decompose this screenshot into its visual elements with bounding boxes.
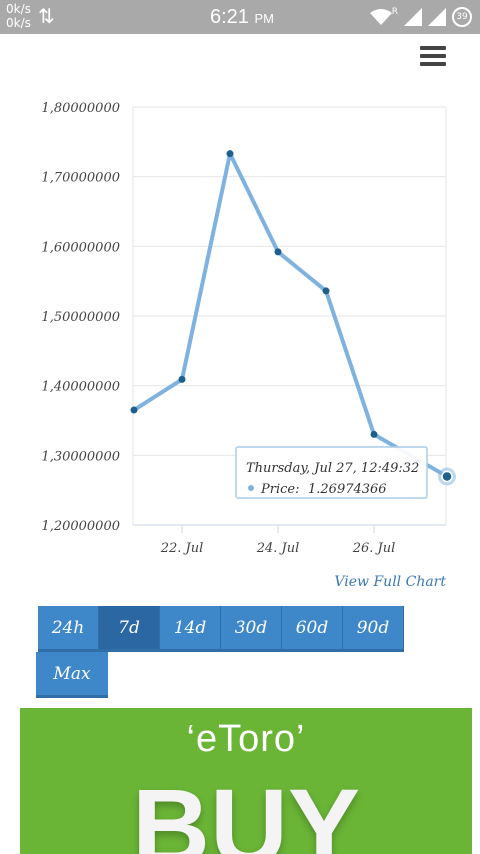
data-point[interactable]	[178, 375, 186, 383]
range-60d-button[interactable]: 60d	[282, 606, 343, 652]
tooltip-value: 1.26974366	[308, 482, 387, 497]
battery-level: 39	[456, 12, 468, 22]
price-chart: 1,80000000 1,70000000 1,60000000 1,50000000…	[41, 101, 456, 556]
data-point[interactable]	[274, 248, 282, 256]
y-tick-label: 1,80000000	[41, 101, 120, 116]
range-90d-button[interactable]: 90d	[343, 606, 404, 652]
y-axis-labels: 1,80000000 1,70000000 1,60000000 1,50000000…	[41, 101, 120, 534]
y-tick-label: 1,50000000	[41, 310, 120, 325]
signal-icon	[404, 8, 422, 26]
chart-tooltip: Thursday, Jul 27, 12:49:32 Price: 1.2697…	[235, 446, 428, 499]
y-tick-label: 1,20000000	[41, 519, 120, 534]
etoro-logo: ‘eToro’	[186, 718, 306, 760]
roaming-label: R	[391, 7, 398, 17]
data-point[interactable]	[370, 430, 378, 438]
x-tick-label: 26. Jul	[352, 541, 396, 556]
clock-ampm: PM	[254, 11, 275, 26]
data-transfer-icon: ⇅	[38, 4, 55, 28]
status-bar: 0k/s 0k/s ⇅ 6:21 PM R 39	[0, 0, 480, 34]
network-speed: 0k/s 0k/s	[6, 2, 31, 30]
battery-icon: 39	[452, 7, 472, 27]
tooltip-date: Thursday, Jul 27, 12:49:32	[246, 461, 419, 476]
data-point[interactable]	[322, 287, 330, 295]
clock-time: 6:21	[210, 6, 249, 28]
time-range-selector: 24h 7d 14d 30d 60d 90d	[38, 606, 404, 652]
data-point[interactable]	[130, 406, 138, 414]
range-30d-button[interactable]: 30d	[221, 606, 282, 652]
x-axis-labels: 22. Jul 24. Jul 26. Jul	[160, 525, 396, 556]
ad-headline: BUY	[131, 766, 361, 854]
data-point[interactable]	[441, 470, 453, 483]
wifi-icon	[369, 9, 392, 25]
data-points	[130, 150, 456, 486]
y-tick-label: 1,40000000	[41, 380, 120, 395]
x-tick-label: 22. Jul	[160, 541, 204, 556]
range-14d-button[interactable]: 14d	[160, 606, 221, 652]
signal-icon-2	[428, 8, 446, 26]
tooltip-series-label: Price:	[260, 482, 299, 497]
clock: 6:21 PM	[210, 6, 274, 29]
x-tick-label: 24. Jul	[256, 541, 300, 556]
view-full-chart-link[interactable]: View Full Chart	[334, 574, 446, 590]
tooltip-series-marker	[248, 485, 254, 491]
net-up-speed: 0k/s	[6, 2, 31, 16]
price-line	[132, 151, 448, 479]
y-tick-label: 1,70000000	[41, 171, 120, 186]
status-icons: R 39	[369, 4, 472, 30]
range-24h-button[interactable]: 24h	[38, 606, 99, 652]
menu-icon[interactable]	[420, 46, 446, 66]
y-tick-label: 1,60000000	[41, 240, 120, 255]
range-7d-button[interactable]: 7d	[99, 606, 160, 652]
etoro-ad-banner[interactable]: ‘eToro’ BUY	[20, 708, 472, 854]
y-tick-label: 1,30000000	[41, 449, 120, 464]
data-point[interactable]	[226, 150, 234, 158]
range-max-button[interactable]: Max	[36, 652, 108, 698]
net-down-speed: 0k/s	[6, 16, 31, 30]
